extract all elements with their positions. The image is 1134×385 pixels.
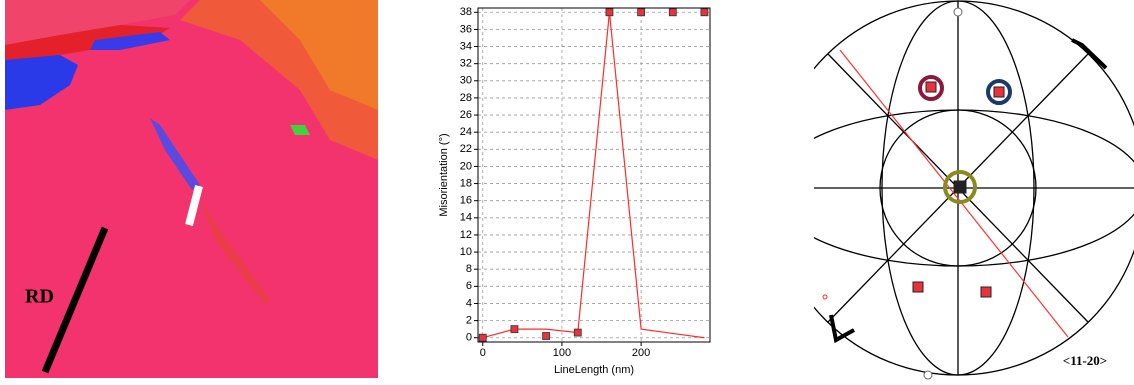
y-tick-label: 28 (460, 92, 472, 104)
plot-frame (477, 7, 711, 343)
y-tick-label: 32 (460, 58, 472, 70)
y-tick-label: 20 (460, 160, 472, 172)
data-point (637, 8, 646, 17)
y-tick-label: 30 (460, 75, 472, 87)
y-tick-label: 4 (466, 297, 472, 309)
y-tick-label: 26 (460, 109, 472, 121)
y-tick-label: 24 (460, 126, 472, 138)
x-tick-label: 200 (632, 347, 650, 359)
data-point (605, 8, 614, 17)
data-point (700, 8, 709, 17)
x-axis-label: LineLength (nm) (554, 364, 634, 376)
y-tick-label: 14 (460, 212, 472, 224)
x-tick-label: 0 (480, 347, 486, 359)
x-tick-label: 100 (553, 347, 571, 359)
data-point (478, 333, 487, 342)
data-point (542, 332, 550, 340)
direction-label: RD (25, 286, 54, 308)
y-tick-label: 38 (460, 6, 472, 18)
y-axis-label: Misorientation (°) (438, 133, 450, 216)
y-tick-label: 6 (466, 280, 472, 292)
y-tick-label: 36 (460, 23, 472, 35)
y-tick-label: 16 (460, 195, 472, 207)
y-tick-label: 12 (460, 229, 472, 241)
y-tick-label: 0 (466, 332, 472, 344)
plot-area (478, 8, 710, 342)
y-tick-label: 34 (460, 40, 472, 52)
y-tick-label: 18 (460, 177, 472, 189)
y-tick-label: 8 (466, 263, 472, 275)
orientation-map: RD (5, 0, 378, 378)
pole-label: <11-20> (1063, 353, 1107, 368)
y-tick-label: 10 (460, 246, 472, 258)
data-point (573, 328, 582, 337)
pole-figure: <11-20> (814, 0, 1134, 380)
data-point (510, 325, 519, 334)
y-tick-label: 22 (460, 143, 472, 155)
data-line (482, 12, 705, 339)
data-point (668, 8, 677, 17)
y-tick-label: 2 (466, 314, 472, 326)
